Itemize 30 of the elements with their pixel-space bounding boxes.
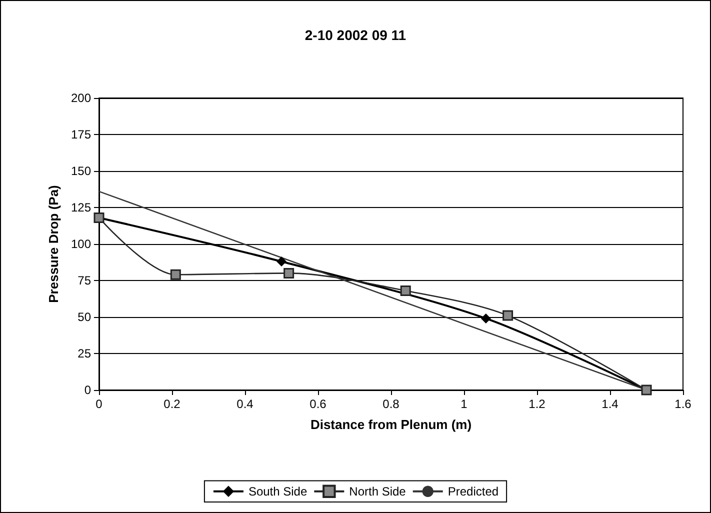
x-tick-label: 1.6: [674, 397, 692, 411]
point: [480, 313, 491, 324]
point: [502, 310, 514, 321]
y-tick-label: 175: [70, 128, 92, 142]
point: [170, 269, 181, 280]
point: [400, 285, 411, 296]
legend-label: South Side: [248, 484, 308, 498]
x-tick-label: 0: [96, 397, 103, 411]
x-axis-title: Distance from Plenum (m): [310, 417, 472, 432]
x-tick-label: 0.8: [382, 397, 400, 411]
y-tick-label: 50: [78, 310, 92, 324]
y-tick-label: 100: [70, 237, 92, 251]
y-tick-label: 125: [70, 200, 92, 214]
x-tick-label: 1: [460, 397, 468, 411]
x-tick-label: 0.2: [164, 397, 181, 411]
y-tick-label: 150: [70, 164, 92, 178]
legend-label: Predicted: [448, 484, 499, 498]
x-tick-label: 0.4: [236, 397, 254, 411]
x-tick-label: 0.6: [310, 397, 327, 411]
x-tick-label: 1.4: [602, 397, 619, 411]
point: [284, 268, 294, 278]
y-tick-label: 0: [84, 383, 92, 397]
y-tick-label: 200: [70, 91, 92, 105]
x-tick-label: 1.2: [528, 397, 546, 411]
point: [276, 256, 286, 267]
y-axis-title: Pressure Drop (Pa): [46, 185, 62, 303]
y-tick-label: 75: [78, 274, 92, 288]
legend-label: North Side: [349, 484, 406, 498]
chart-title: 2-10 2002 09 11: [304, 27, 406, 43]
y-tick-label: 25: [78, 346, 92, 360]
